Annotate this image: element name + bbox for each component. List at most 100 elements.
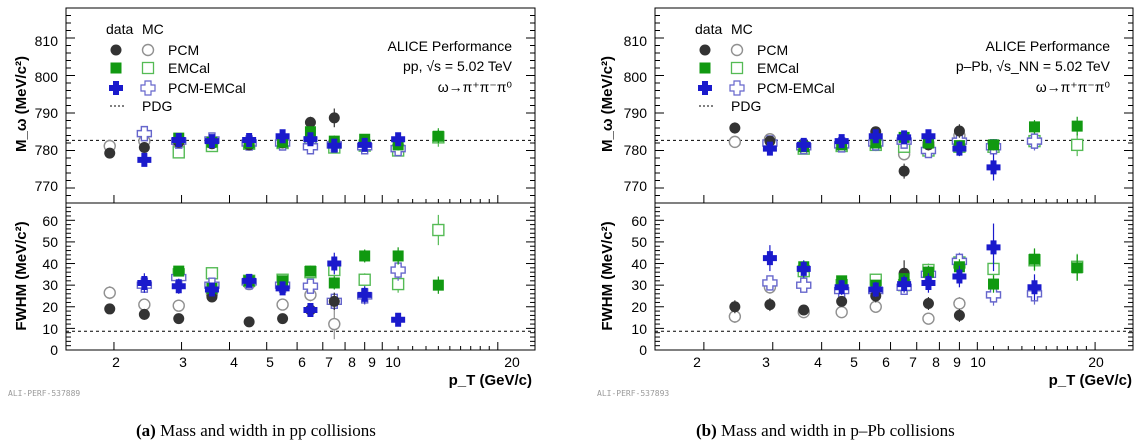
data-point-pcm-emcal-data bbox=[275, 281, 290, 296]
data-point-pcm-data bbox=[836, 295, 848, 307]
data-point-pcm-data bbox=[764, 299, 776, 311]
caption-text-ppb: Mass and width in p–Pb collisions bbox=[721, 421, 955, 440]
data-point-pcm-emcal-data bbox=[137, 275, 152, 290]
mass-y-ticks-pp bbox=[66, 15, 535, 196]
data-point-pcm-emcal-data bbox=[834, 280, 849, 295]
panel-ppb: 770 780 790 800 810 0 10 20 30 40 50 60 … bbox=[597, 7, 1134, 398]
fwhm-ylabel-pp: FWHM (MeV/c²) bbox=[13, 221, 30, 330]
fwhm-y-tick-label: 50 bbox=[631, 234, 647, 250]
x-tick-label: 4 bbox=[230, 354, 238, 370]
data-point-pcm-data bbox=[277, 313, 289, 325]
data-point-emcal-data bbox=[277, 275, 289, 287]
legend-entry-pcm: PCM bbox=[168, 42, 199, 58]
data-point-emcal-data bbox=[359, 250, 371, 262]
data-point-emcal-data bbox=[1071, 262, 1083, 274]
info-line-system: p–Pb, √s_NN = 5.02 TeV bbox=[956, 58, 1111, 74]
caption-text-pp: Mass and width in pp collisions bbox=[160, 421, 376, 440]
x-tick-label: 6 bbox=[882, 354, 890, 370]
data-point-pcm-emcal-data bbox=[986, 160, 1001, 175]
data-point-emcal-data bbox=[922, 266, 934, 278]
data-point-pcm-data bbox=[898, 165, 910, 177]
x-tick-label: 20 bbox=[1088, 354, 1104, 370]
data-point-pcm-emcal-data bbox=[868, 129, 883, 144]
data-point-pcm-emcal-data bbox=[796, 261, 811, 276]
fwhm-y-tick-label: 0 bbox=[639, 342, 647, 358]
legend-header-data: data bbox=[695, 21, 722, 37]
data-point-pcm-data bbox=[328, 112, 340, 124]
data-point-emcal-data bbox=[1071, 120, 1083, 132]
data-point-pcm-data bbox=[243, 316, 255, 328]
x-ticks-pp bbox=[113, 195, 499, 350]
xlabel-pp: p_T (GeV/c) bbox=[449, 372, 532, 389]
data-point-pcm-mc bbox=[103, 286, 116, 299]
info-line-experiment: ALICE Performance bbox=[388, 38, 513, 54]
xlabel-ppb: p_T (GeV/c) bbox=[1049, 372, 1132, 389]
legend-entry-pdg: PDG bbox=[731, 98, 761, 114]
figure-id-ppb: ALI-PERF-537893 bbox=[597, 389, 669, 398]
data-point-pcm-mc bbox=[835, 305, 848, 319]
data-point-pcm-emcal-data bbox=[357, 287, 372, 302]
data-point-emcal-data bbox=[988, 139, 1000, 151]
legend-marker-pcmemcal-mc bbox=[729, 80, 745, 96]
fwhm-ylabel-ppb: FWHM (MeV/c²) bbox=[599, 221, 616, 330]
x-tick-label: 4 bbox=[814, 354, 822, 370]
fwhm-y-tick-label: 40 bbox=[631, 256, 647, 272]
data-point-pcm-emcal-data bbox=[762, 141, 777, 156]
data-point-pcm-data bbox=[328, 295, 340, 307]
data-point-pcm-data bbox=[953, 309, 965, 321]
legend-marker-pcm-data bbox=[110, 44, 122, 56]
data-point-pcm-data bbox=[953, 125, 965, 137]
fwhm-y-tick-label: 60 bbox=[631, 213, 647, 229]
data-point-emcal-mc bbox=[1070, 138, 1084, 152]
data-point-pcm-mc bbox=[276, 298, 289, 311]
data-point-pcm-emcal-mc bbox=[985, 287, 1002, 303]
data-point-pcm-emcal-data bbox=[986, 240, 1001, 255]
data-point-emcal-data bbox=[988, 278, 1000, 290]
data-point-pcm-emcal-mc bbox=[390, 262, 406, 278]
data-point-pcm-emcal-data bbox=[171, 133, 186, 147]
info-line-decay: ω→π⁺π⁻π⁰ bbox=[1036, 79, 1111, 95]
legend-entry-pcmemcal: PCM-EMCal bbox=[168, 80, 246, 96]
mass-y-tick-label: 770 bbox=[624, 178, 648, 194]
data-point-pcm-emcal-data bbox=[1027, 280, 1042, 295]
x-tick-label: 5 bbox=[266, 354, 274, 370]
data-point-pcm-emcal-data bbox=[921, 129, 936, 144]
data-point-pcm-mc bbox=[869, 300, 882, 313]
data-point-emcal-mc bbox=[205, 267, 219, 280]
data-point-pcm-emcal-data bbox=[204, 282, 219, 297]
data-point-emcal-data bbox=[304, 126, 316, 138]
x-tick-label: 10 bbox=[385, 354, 401, 370]
x-tick-label: 5 bbox=[850, 354, 858, 370]
data-point-pcm-mc bbox=[728, 135, 742, 149]
data-point-pcm-emcal-data bbox=[391, 132, 406, 147]
data-point-pcm-mc bbox=[922, 312, 935, 325]
data-point-emcal-data bbox=[173, 265, 185, 277]
fwhm-y-tick-label: 10 bbox=[631, 321, 647, 337]
data-point-pcm-emcal-data bbox=[952, 141, 967, 156]
data-point-pcm-mc bbox=[328, 317, 341, 331]
legend-marker-pcm-data bbox=[699, 44, 711, 56]
legend-pp: data MC PCM EMCal PCM-EMCal PDG bbox=[106, 21, 246, 114]
data-point-emcal-data bbox=[432, 130, 444, 142]
data-point-pcm-mc bbox=[138, 298, 151, 311]
caption-pp: (a) Mass and width in pp collisions bbox=[136, 421, 376, 441]
x-tick-label: 9 bbox=[953, 354, 961, 370]
legend-marker-pcmemcal-data bbox=[109, 81, 123, 95]
x-ticks-ppb bbox=[703, 195, 1096, 350]
info-block-pp: ALICE Performance pp, √s = 5.02 TeV ω→π⁺… bbox=[388, 38, 513, 95]
data-point-pcm-data bbox=[104, 147, 116, 159]
mass-y-tick-label: 790 bbox=[624, 105, 648, 121]
data-point-emcal-data bbox=[1028, 121, 1040, 133]
data-point-emcal-data bbox=[1028, 253, 1040, 265]
figure-canvas: 770 780 790 800 810 0 10 20 30 40 50 60 … bbox=[8, 7, 1134, 398]
data-point-pcm-emcal-mc bbox=[136, 125, 153, 142]
x-tick-label: 6 bbox=[298, 354, 306, 370]
data-point-pcm-emcal-data bbox=[796, 137, 811, 152]
data-point-pcm-emcal-mc bbox=[302, 139, 319, 155]
data-point-pcm-emcal-data bbox=[303, 132, 318, 147]
fwhm-y-ticks-ppb bbox=[655, 206, 1133, 347]
figure-id-pp: ALI-PERF-537889 bbox=[8, 389, 80, 398]
data-point-pcm-emcal-data bbox=[171, 279, 186, 294]
legend-entry-pdg: PDG bbox=[142, 98, 172, 114]
x-tick-label: 2 bbox=[693, 354, 701, 370]
